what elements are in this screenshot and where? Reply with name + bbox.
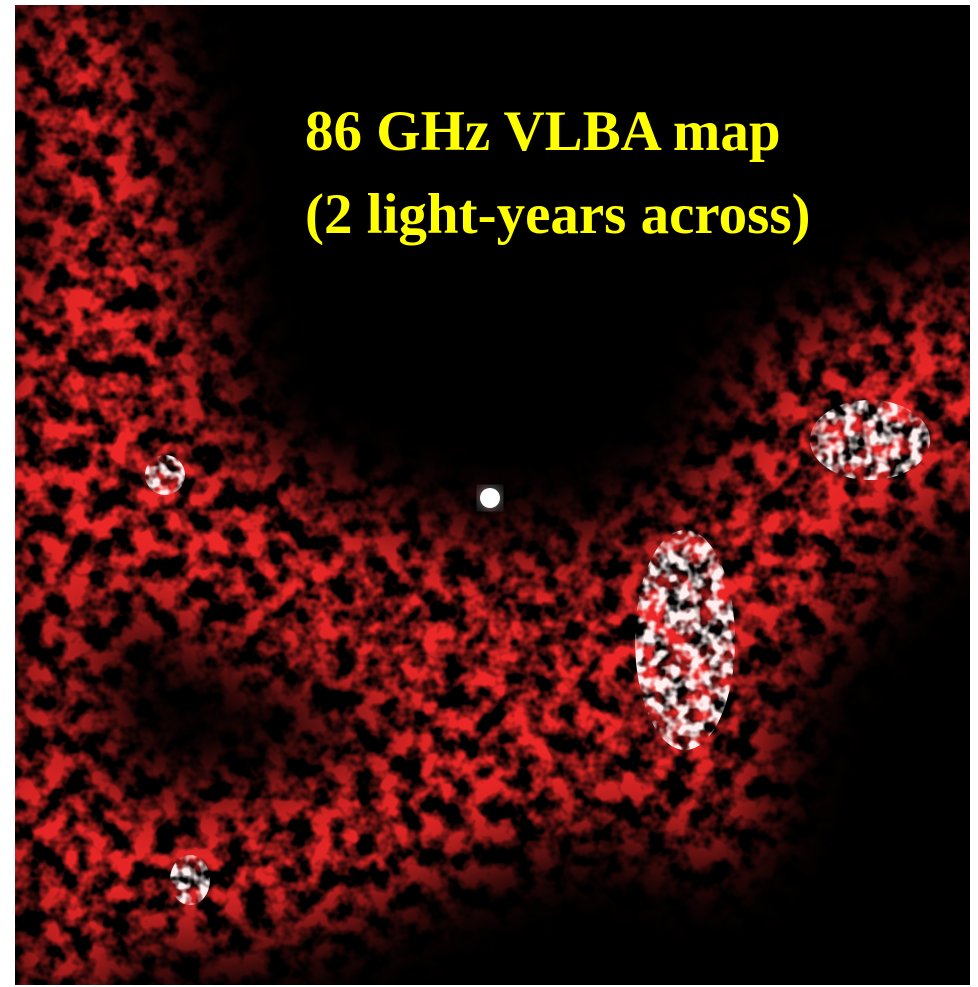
bright-regions [145,400,930,905]
central-source [480,488,500,508]
caption-line: 86 GHz VLBA map [305,100,781,163]
caption-line: (2 light-years across) [305,183,811,246]
